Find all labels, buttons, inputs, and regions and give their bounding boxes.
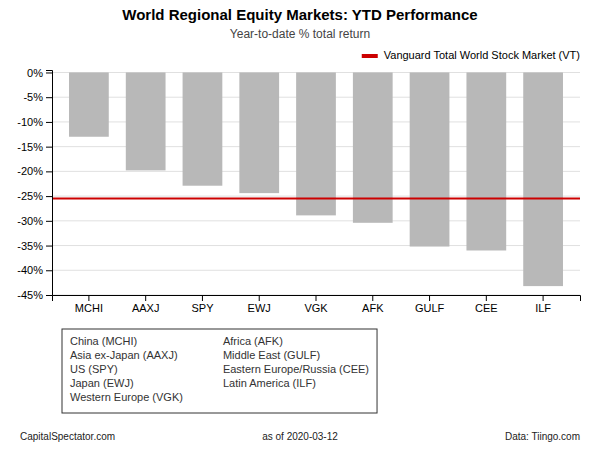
x-tick-mark (486, 295, 487, 301)
annotation: China (MCHI) (70, 335, 137, 347)
bar (466, 72, 506, 250)
y-tick: -25% (17, 190, 52, 202)
y-tick-mark (46, 221, 52, 222)
y-tick-mark (46, 270, 52, 271)
y-tick-label: -10% (17, 116, 43, 128)
annotation: US (SPY) (70, 363, 118, 375)
x-axis-line (53, 296, 581, 302)
y-tick: -40% (17, 264, 52, 276)
y-tick-mark (46, 246, 52, 247)
chart-svg: World Regional Equity Markets: YTD Perfo… (0, 0, 600, 450)
y-tick-label: -30% (17, 215, 43, 227)
annotation-box: China (MCHI) Asia ex-Japan (AAXJ) US (SPY)… (62, 329, 377, 413)
y-tick-mark (46, 171, 52, 172)
annotation: Africa (AFK) (223, 335, 283, 347)
y-tick-label: -20% (17, 165, 43, 177)
x-tick-label: VGK (304, 302, 328, 314)
y-tick: -5% (23, 91, 52, 103)
y-tick-label: -25% (17, 190, 43, 202)
y-tick-mark (46, 97, 52, 98)
x-tick-label: MCHI (75, 302, 103, 314)
bar (69, 72, 109, 136)
annotation: Asia ex-Japan (AAXJ) (70, 349, 178, 361)
legend-item: Vanguard Total World Stock Market (VT) (362, 49, 580, 61)
x-tick: VGK (304, 295, 328, 314)
x-tick: EWJ (248, 295, 271, 314)
y-tick: -15% (17, 141, 52, 153)
bar (410, 72, 450, 246)
y-tick: -35% (17, 240, 52, 252)
annotation-frame (62, 329, 377, 413)
bar (296, 72, 336, 215)
annotation: Middle East (GULF) (223, 349, 320, 361)
y-tick-mark (46, 147, 52, 148)
bar (239, 72, 279, 193)
grid (52, 72, 580, 295)
x-tick-mark (259, 295, 260, 301)
x-tick: SPY (191, 295, 214, 314)
x-tick-label: AAXJ (132, 302, 160, 314)
x-tick: AAXJ (132, 295, 160, 314)
reference-line (52, 198, 580, 200)
annotation: Japan (EWJ) (70, 377, 134, 389)
y-axis: 0% -5% -10% -15% -20% -25% -30% -35% -40% -45% (17, 66, 52, 301)
x-tick: CEE (475, 295, 498, 314)
x-tick-label: AFK (362, 302, 384, 314)
y-tick-label: -45% (17, 289, 43, 301)
annotation: Western Europe (VGK) (70, 391, 183, 403)
x-tick-mark (372, 295, 373, 301)
chart-container: World Regional Equity Markets: YTD Perfo… (0, 0, 600, 450)
y-tick-label: -5% (23, 91, 43, 103)
y-tick-mark (46, 72, 52, 73)
annotation: Latin America (ILF) (223, 377, 316, 389)
legend-label: Vanguard Total World Stock Market (VT) (384, 49, 580, 61)
footer-text: as of 2020-03-12 (262, 431, 338, 442)
y-tick: 0% (27, 66, 52, 78)
x-tick-label: CEE (475, 302, 498, 314)
x-axis: MCHI AAXJ SPY EWJ VGK AFK GULF CEE ILF (53, 295, 581, 314)
x-tick-mark (202, 295, 203, 301)
annotation: Eastern Europe/Russia (CEE) (223, 363, 369, 375)
y-tick-mark (46, 295, 52, 296)
y-tick-label: 0% (27, 66, 43, 78)
x-tick: GULF (415, 295, 445, 314)
legend: Vanguard Total World Stock Market (VT) (362, 49, 580, 61)
y-tick: -10% (17, 116, 52, 128)
x-tick: ILF (535, 295, 551, 314)
y-tick-label: -35% (17, 240, 43, 252)
y-tick-mark (46, 122, 52, 123)
footer-text: Data: Tiingo.com (505, 431, 580, 442)
annotation-column: Africa (AFK) Middle East (GULF) Eastern Eu… (223, 335, 369, 389)
y-tick-mark (46, 196, 52, 197)
x-tick-label: ILF (535, 302, 551, 314)
x-tick: MCHI (75, 295, 103, 314)
x-tick-mark (429, 295, 430, 301)
y-tick: -30% (17, 215, 52, 227)
y-axis-line (46, 71, 53, 296)
subtitle: Year-to-date % total return (230, 27, 370, 41)
plot-area (52, 72, 580, 286)
y-tick-label: -15% (17, 141, 43, 153)
title: World Regional Equity Markets: YTD Perfo… (122, 6, 477, 23)
footer: CapitalSpectator.com as of 2020-03-12 Data… (20, 431, 580, 442)
bar (126, 72, 166, 170)
y-tick-label: -40% (17, 264, 43, 276)
annotation-column: China (MCHI) Asia ex-Japan (AAXJ) US (SPY)… (70, 335, 183, 403)
x-tick-mark (543, 295, 544, 301)
x-tick-label: GULF (415, 302, 445, 314)
footer-text: CapitalSpectator.com (20, 431, 115, 442)
legend-swatch (362, 54, 378, 58)
grid-line (52, 270, 580, 271)
y-tick: -20% (17, 165, 52, 177)
bar (523, 72, 563, 286)
x-tick-mark (316, 295, 317, 301)
y-tick: -45% (17, 289, 52, 301)
x-tick-label: EWJ (248, 302, 271, 314)
bar (183, 72, 223, 185)
x-tick-mark (145, 295, 146, 301)
bar (353, 72, 393, 222)
x-tick-mark (88, 295, 89, 301)
x-tick-label: SPY (191, 302, 214, 314)
x-tick: AFK (362, 295, 384, 314)
